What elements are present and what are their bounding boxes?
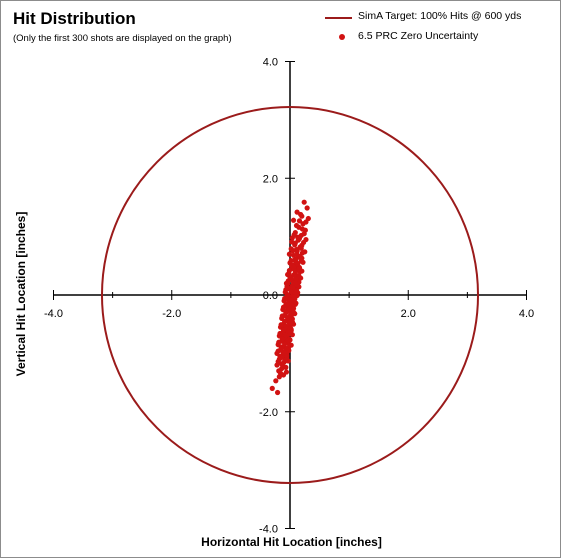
x-tick-label: 4.0	[519, 308, 534, 320]
y-tick-label: -4.0	[259, 524, 278, 536]
hit-point	[282, 318, 288, 324]
hit-point	[301, 231, 307, 237]
hit-point	[278, 354, 284, 361]
hit-point	[299, 213, 305, 219]
hit-point	[285, 278, 291, 284]
hit-point	[273, 378, 279, 384]
hit-point	[285, 337, 291, 344]
hit-point	[299, 255, 305, 261]
hit-point	[281, 350, 287, 356]
hit-point	[279, 336, 285, 342]
legend-line-swatch	[325, 17, 352, 19]
x-axis-title: Horizontal Hit Location [inches]	[201, 535, 382, 549]
hit-point	[294, 281, 300, 288]
legend-label-hits: 6.5 PRC Zero Uncertainty	[358, 30, 479, 42]
hit-point	[277, 330, 283, 337]
hit-point	[283, 287, 289, 293]
y-tick-label: -2.0	[259, 407, 278, 419]
hit-point	[278, 322, 284, 328]
hit-point	[298, 245, 304, 251]
hit-point	[280, 304, 287, 310]
hit-point	[280, 327, 287, 333]
chart-subtitle: (Only the first 300 shots are displayed …	[13, 33, 232, 44]
chart-title: Hit Distribution	[13, 9, 136, 28]
hit-point	[295, 260, 301, 267]
hit-point	[283, 332, 289, 338]
hit-point	[283, 357, 289, 363]
y-tick-label: 0.0	[263, 290, 278, 302]
hit-point	[299, 226, 306, 232]
hit-point	[291, 232, 297, 238]
hit-point	[274, 389, 281, 396]
hit-point	[296, 218, 303, 224]
hit-point	[285, 315, 291, 321]
hit-point	[280, 363, 286, 369]
hit-point	[296, 266, 303, 272]
hit-point	[288, 288, 294, 295]
hit-point	[294, 252, 300, 258]
hit-point	[290, 217, 297, 223]
hit-point	[290, 264, 297, 270]
hit-point	[296, 273, 302, 279]
hit-point	[303, 219, 309, 225]
hit-point	[284, 301, 290, 307]
hit-point	[288, 257, 294, 264]
hit-point	[292, 270, 298, 276]
target-circle	[100, 105, 480, 485]
y-tick-label: 2.0	[263, 173, 278, 185]
hit-point	[275, 358, 281, 365]
hit-point	[283, 369, 290, 375]
hit-point	[302, 249, 308, 255]
hit-point	[293, 222, 300, 229]
hit-point	[303, 236, 309, 243]
hit-point	[277, 370, 284, 376]
x-tick-label: 2.0	[401, 308, 416, 320]
x-tick-label: -2.0	[162, 308, 181, 320]
hit-point	[276, 339, 282, 345]
hit-point	[275, 348, 281, 354]
hit-point	[283, 323, 290, 330]
hit-point	[304, 205, 310, 211]
hit-point	[282, 341, 288, 347]
hit-point	[286, 320, 293, 326]
hit-point	[296, 235, 303, 241]
hit-point	[285, 292, 291, 298]
y-axis-title: Vertical Hit Location [inches]	[14, 211, 28, 377]
hit-point	[286, 251, 293, 257]
hit-point	[286, 267, 293, 274]
hit-point	[290, 294, 297, 300]
hit-point	[287, 311, 294, 317]
hit-point	[269, 385, 275, 391]
hit-point	[301, 199, 307, 205]
x-tick-label: -4.0	[44, 308, 63, 320]
hit-point	[282, 295, 288, 302]
hit-point	[290, 248, 296, 254]
hit-point	[292, 240, 298, 246]
legend-label-target: SimA Target: 100% Hits @ 600 yds	[358, 10, 522, 22]
hit-point	[283, 309, 289, 316]
y-tick-label: 4.0	[263, 57, 278, 69]
hit-point	[300, 259, 306, 265]
legend-dot-swatch	[339, 34, 345, 40]
hit-point	[279, 313, 285, 319]
hit-point	[279, 344, 285, 351]
